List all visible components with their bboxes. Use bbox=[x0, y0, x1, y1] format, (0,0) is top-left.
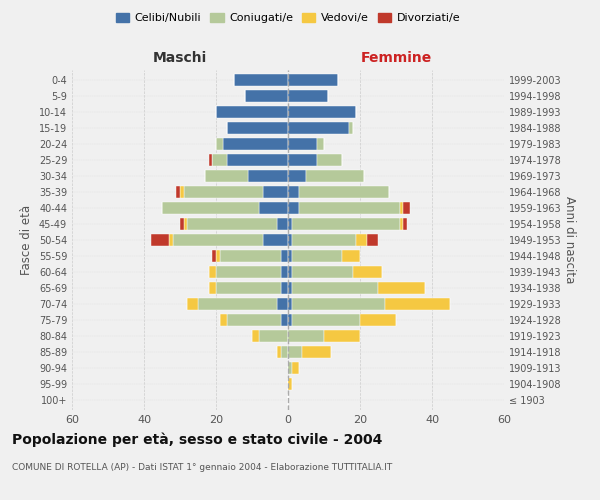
Bar bbox=[288, 138, 317, 150]
Bar bbox=[180, 186, 184, 198]
Bar bbox=[288, 170, 306, 182]
Bar bbox=[288, 234, 292, 246]
Bar bbox=[220, 314, 227, 326]
Bar bbox=[162, 202, 259, 214]
Bar bbox=[288, 154, 317, 166]
Bar bbox=[288, 282, 292, 294]
Bar bbox=[317, 138, 324, 150]
Bar bbox=[263, 186, 288, 198]
Bar bbox=[317, 154, 342, 166]
Bar bbox=[288, 298, 292, 310]
Bar bbox=[212, 154, 227, 166]
Bar bbox=[281, 266, 288, 278]
Bar bbox=[216, 282, 281, 294]
Bar bbox=[353, 266, 382, 278]
Bar bbox=[245, 90, 288, 102]
Bar bbox=[324, 330, 360, 342]
Y-axis label: Anni di nascita: Anni di nascita bbox=[563, 196, 575, 284]
Bar bbox=[299, 186, 389, 198]
Bar bbox=[403, 202, 410, 214]
Bar bbox=[292, 234, 356, 246]
Bar bbox=[367, 234, 378, 246]
Bar bbox=[187, 298, 198, 310]
Bar bbox=[302, 346, 331, 358]
Bar bbox=[342, 250, 360, 262]
Bar bbox=[187, 218, 277, 230]
Bar bbox=[292, 314, 360, 326]
Bar bbox=[288, 74, 338, 86]
Bar bbox=[259, 330, 288, 342]
Bar bbox=[356, 234, 367, 246]
Bar bbox=[220, 250, 281, 262]
Legend: Celibi/Nubili, Coniugati/e, Vedovi/e, Divorziati/e: Celibi/Nubili, Coniugati/e, Vedovi/e, Di… bbox=[113, 10, 463, 26]
Bar bbox=[288, 202, 299, 214]
Bar bbox=[180, 218, 184, 230]
Bar bbox=[281, 250, 288, 262]
Bar bbox=[184, 218, 187, 230]
Bar bbox=[227, 154, 288, 166]
Text: Femmine: Femmine bbox=[361, 51, 431, 65]
Bar bbox=[277, 218, 288, 230]
Bar bbox=[292, 282, 378, 294]
Bar bbox=[212, 250, 216, 262]
Bar bbox=[292, 362, 299, 374]
Bar bbox=[176, 186, 180, 198]
Y-axis label: Fasce di età: Fasce di età bbox=[20, 205, 33, 275]
Bar bbox=[292, 250, 342, 262]
Bar bbox=[385, 298, 450, 310]
Bar bbox=[288, 122, 349, 134]
Bar bbox=[173, 234, 263, 246]
Bar bbox=[227, 122, 288, 134]
Bar bbox=[288, 362, 292, 374]
Bar bbox=[292, 266, 353, 278]
Bar bbox=[292, 218, 400, 230]
Bar bbox=[288, 346, 302, 358]
Bar bbox=[259, 202, 288, 214]
Bar bbox=[248, 170, 288, 182]
Bar bbox=[198, 298, 277, 310]
Bar bbox=[299, 202, 400, 214]
Bar bbox=[288, 314, 292, 326]
Bar bbox=[277, 298, 288, 310]
Bar bbox=[281, 282, 288, 294]
Bar bbox=[169, 234, 173, 246]
Bar bbox=[288, 186, 299, 198]
Bar bbox=[281, 346, 288, 358]
Bar bbox=[223, 138, 288, 150]
Bar bbox=[277, 346, 281, 358]
Bar bbox=[216, 138, 223, 150]
Bar bbox=[209, 282, 216, 294]
Text: Popolazione per età, sesso e stato civile - 2004: Popolazione per età, sesso e stato civil… bbox=[12, 432, 382, 447]
Bar bbox=[288, 378, 292, 390]
Bar bbox=[400, 218, 403, 230]
Bar bbox=[288, 250, 292, 262]
Bar bbox=[292, 298, 385, 310]
Bar bbox=[288, 90, 328, 102]
Bar bbox=[349, 122, 353, 134]
Bar bbox=[234, 74, 288, 86]
Bar bbox=[184, 186, 263, 198]
Bar bbox=[263, 234, 288, 246]
Bar bbox=[281, 314, 288, 326]
Bar bbox=[400, 202, 403, 214]
Bar bbox=[216, 250, 220, 262]
Bar bbox=[209, 266, 216, 278]
Bar bbox=[288, 330, 324, 342]
Bar bbox=[216, 106, 288, 118]
Bar bbox=[288, 266, 292, 278]
Bar bbox=[227, 314, 281, 326]
Bar bbox=[360, 314, 396, 326]
Text: Maschi: Maschi bbox=[153, 51, 207, 65]
Bar bbox=[216, 266, 281, 278]
Bar bbox=[151, 234, 169, 246]
Bar bbox=[306, 170, 364, 182]
Bar bbox=[205, 170, 248, 182]
Bar bbox=[288, 106, 356, 118]
Bar bbox=[378, 282, 425, 294]
Text: COMUNE DI ROTELLA (AP) - Dati ISTAT 1° gennaio 2004 - Elaborazione TUTTITALIA.IT: COMUNE DI ROTELLA (AP) - Dati ISTAT 1° g… bbox=[12, 462, 392, 471]
Bar bbox=[288, 218, 292, 230]
Bar bbox=[209, 154, 212, 166]
Bar bbox=[252, 330, 259, 342]
Bar bbox=[403, 218, 407, 230]
